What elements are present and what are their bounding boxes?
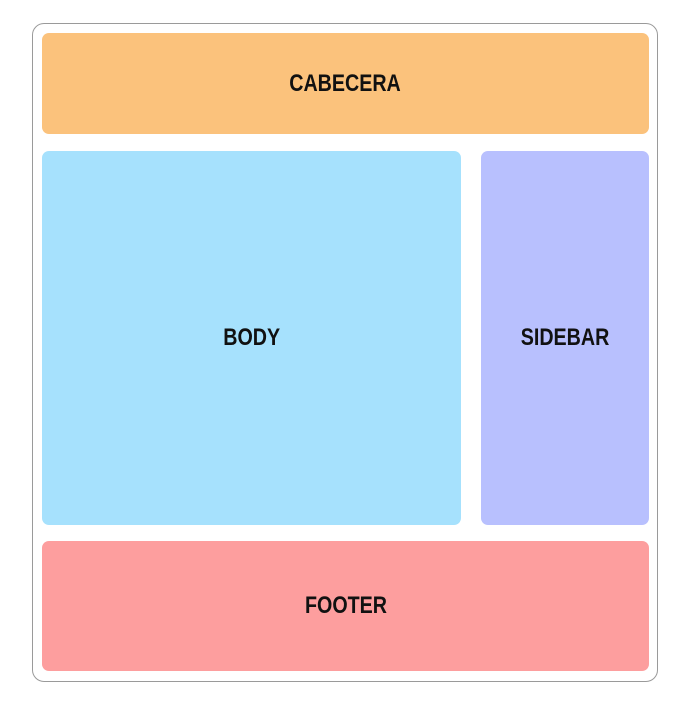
footer-label: FOOTER xyxy=(304,592,387,619)
body-region: BODY xyxy=(42,151,461,525)
header-region: CABECERA xyxy=(42,33,649,134)
sidebar-label: SIDEBAR xyxy=(520,324,610,351)
header-label: CABECERA xyxy=(289,69,402,97)
body-label: BODY xyxy=(223,324,280,351)
footer-region: FOOTER xyxy=(42,541,649,671)
sidebar-region: SIDEBAR xyxy=(481,151,649,525)
